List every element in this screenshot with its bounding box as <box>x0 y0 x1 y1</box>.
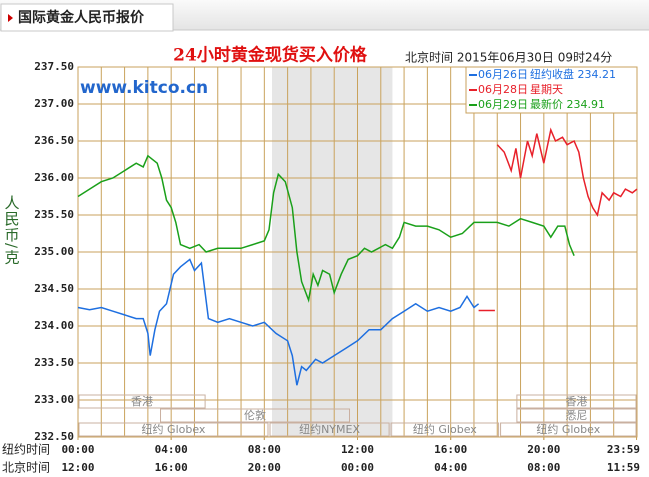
session-box <box>500 422 637 437</box>
session-label: 伦敦 <box>244 408 266 422</box>
y-tick-label: 235.50 <box>34 208 74 221</box>
y-tick-label: 234.00 <box>34 319 74 332</box>
session-label: 香港 <box>565 395 587 408</box>
y-tick-label: 232.50 <box>34 430 74 443</box>
session-label: 悉尼 <box>565 409 587 422</box>
session-box <box>269 422 390 437</box>
y-tick-label: 236.50 <box>34 134 74 147</box>
y-tick-label: 236.00 <box>34 171 74 184</box>
x-tick-label: 20:00 <box>527 443 560 456</box>
session-label: 纽约NYMEX <box>299 422 360 436</box>
legend-note: 星期天 <box>530 83 563 96</box>
legend-name: 06月29日 <box>478 98 528 111</box>
watermark: www.kitco.cn <box>80 78 208 98</box>
x-tick-label: 04:00 <box>434 461 467 474</box>
session-label: 香港 <box>131 395 153 408</box>
legend-note: 纽约收盘 234.21 <box>530 67 616 81</box>
x-tick-label: 16:00 <box>155 461 188 474</box>
x-tick-label: 00:00 <box>341 461 374 474</box>
legend-note: 最新价 234.91 <box>530 97 605 111</box>
session-label: 纽约 Globex <box>536 422 600 436</box>
subtitle: 北京时间 2015年06月30日 09时24分 <box>405 51 612 65</box>
x-row-title: 北京时间 <box>2 461 50 475</box>
x-tick-label: 16:00 <box>434 443 467 456</box>
header-title: 国际黄金人民币报价 <box>18 9 145 26</box>
session-box <box>516 394 637 409</box>
session-label: 纽约 Globex <box>413 422 477 436</box>
x-tick-label: 20:00 <box>248 461 281 474</box>
x-tick-label: 12:00 <box>341 443 374 456</box>
legend-name: 06月26日 <box>478 68 528 81</box>
session-box <box>78 394 206 409</box>
series-line <box>478 127 638 312</box>
legend-name: 06月28日 <box>478 83 528 96</box>
x-tick-label: 08:00 <box>248 443 281 456</box>
y-tick-label: 237.50 <box>34 60 74 73</box>
session-box <box>78 422 269 437</box>
y-tick-label: 237.00 <box>34 97 74 110</box>
session-box <box>160 408 351 423</box>
tab-icon <box>8 14 13 22</box>
session-box <box>516 408 637 423</box>
y-tick-label: 235.00 <box>34 245 74 258</box>
y-tick-label: 233.00 <box>34 393 74 406</box>
y-tick-label: 234.50 <box>34 282 74 295</box>
header-tab[interactable] <box>0 3 174 32</box>
x-tick-label: 11:59 <box>607 461 640 474</box>
y-axis-label: 人民币/克 <box>3 195 21 265</box>
series-line <box>77 154 575 303</box>
x-tick-label: 04:00 <box>155 443 188 456</box>
x-row-title: 纽约时间 <box>2 442 50 457</box>
legend-box <box>465 66 638 114</box>
y-tick-label: 233.50 <box>34 356 74 369</box>
session-label: 纽约 Globex <box>142 422 206 436</box>
x-tick-label: 12:00 <box>61 461 94 474</box>
x-tick-label: 00:00 <box>61 443 94 456</box>
x-tick-label: 23:59 <box>607 443 640 456</box>
series-line <box>77 258 480 386</box>
x-tick-label: 08:00 <box>527 461 560 474</box>
chart-title: 24小时黄金现货买入价格 <box>173 45 368 66</box>
session-box <box>390 422 500 437</box>
